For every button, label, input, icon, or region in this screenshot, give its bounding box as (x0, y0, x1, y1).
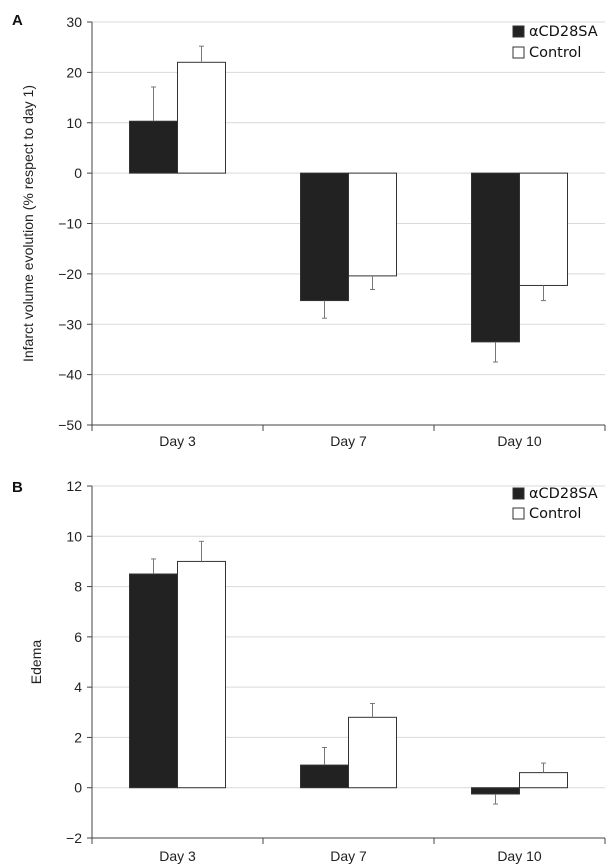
bar-acd28sa-day-10 (471, 787, 520, 795)
legend-swatch-acd28sa (512, 487, 525, 500)
chart-panel-b: B 12 10 8 6 4 2 0 −2 Edema Day 3 Day 7 Day 10 αCD28SA… (12, 478, 606, 864)
x-tick-label: Day 3 (159, 848, 196, 864)
bar-control-day-7 (348, 716, 397, 789)
bar-acd28sa-day-3 (129, 573, 178, 789)
bar-acd28sa-day-3 (129, 120, 178, 174)
bar-acd28sa-day-7 (300, 764, 349, 789)
bar-acd28sa-day-7 (300, 172, 349, 302)
y-axis-title: Infarct volume evolution (% respect to d… (20, 85, 36, 362)
legend-swatch-acd28sa (512, 25, 525, 38)
y-tick-label: 10 (66, 528, 82, 544)
bar-control-day-7 (348, 172, 397, 277)
legend-label-acd28sa: αCD28SA (529, 486, 598, 502)
legend-label-acd28sa: αCD28SA (529, 24, 598, 40)
panel-letter: B (12, 479, 23, 496)
bar-control-day-10 (519, 772, 568, 789)
y-tick-label: −30 (58, 316, 82, 332)
chart-panel-a: A 30 20 10 0 −10 −20 −30 −40 −50 Infarct volume ev… (12, 12, 606, 449)
legend-swatch-control (512, 46, 525, 59)
bar-control-day-10 (519, 172, 568, 286)
x-tick-label: Day 10 (497, 433, 542, 449)
y-tick-label: 10 (66, 115, 82, 131)
bar-control-day-3 (177, 560, 226, 789)
y-tick-label: 20 (66, 64, 82, 80)
legend-label-control: Control (529, 45, 581, 61)
x-tick-label: Day 7 (330, 433, 367, 449)
y-tick-label: 0 (74, 165, 82, 181)
y-tick-label: 2 (74, 729, 82, 745)
x-tick-label: Day 10 (497, 848, 542, 864)
y-tick-label: −2 (66, 830, 82, 846)
y-tick-label: −40 (58, 367, 82, 383)
y-tick-label: 4 (74, 679, 82, 695)
x-tick-label: Day 7 (330, 848, 367, 864)
y-tick-label: 0 (74, 780, 82, 796)
y-tick-label: 6 (74, 629, 82, 645)
y-tick-label: 8 (74, 579, 82, 595)
y-tick-label: −20 (58, 266, 82, 282)
y-axis-title: Edema (28, 640, 44, 685)
y-tick-label: −50 (58, 417, 82, 433)
bar-acd28sa-day-10 (471, 172, 520, 343)
legend-swatch-control (512, 507, 525, 520)
x-tick-label: Day 3 (159, 433, 196, 449)
panel-letter: A (12, 12, 23, 29)
y-tick-label: 12 (66, 478, 82, 494)
y-tick-label: −10 (58, 216, 82, 232)
legend-label-control: Control (529, 506, 581, 522)
bar-control-day-3 (177, 61, 226, 174)
y-tick-label: 30 (66, 14, 82, 30)
